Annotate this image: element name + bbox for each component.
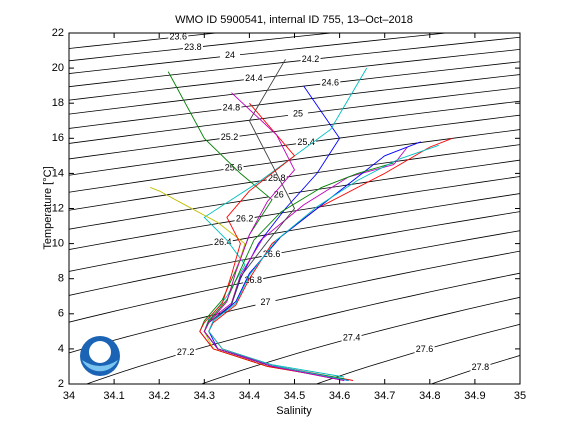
contour-label: 23.8 [184,42,202,52]
y-tick-label: 6 [58,308,64,320]
contour-label: 24.4 [245,73,263,83]
contour-label: 26.2 [236,213,254,223]
contour-label: 26 [274,190,284,200]
contour-label: 27.6 [416,344,434,354]
contour-label: 24.8 [223,103,241,113]
contour-label: 27.4 [343,333,361,343]
contour-label: 25.6 [225,163,243,173]
contour-label: 27.2 [177,347,195,357]
x-tick-label: 34.5 [284,390,305,402]
x-tick-label: 34.8 [419,390,440,402]
chart-title: WMO ID 5900541, internal ID 755, 13–Oct–… [175,14,413,26]
y-tick-label: 20 [52,62,64,74]
x-tick-label: 34.9 [464,390,485,402]
contour-label: 24 [225,50,235,60]
contour-label: 25.4 [297,137,315,147]
x-tick-label: 34 [63,390,75,402]
x-tick-label: 34.4 [239,390,260,402]
y-tick-label: 16 [52,132,64,144]
x-tick-label: 34.2 [148,390,169,402]
contour-label: 27.8 [472,362,490,372]
contour-label: 27 [261,297,271,307]
logo-center [89,341,111,363]
y-tick-label: 10 [52,238,64,250]
y-tick-label: 14 [52,167,64,179]
contour-label: 25 [293,109,303,119]
x-tick-label: 34.1 [103,390,124,402]
y-tick-label: 8 [58,273,64,285]
y-tick-label: 12 [52,202,64,214]
contour-label: 26.4 [214,237,232,247]
x-tick-label: 35 [514,390,526,402]
y-tick-label: 22 [52,27,64,39]
x-tick-label: 34.6 [329,390,350,402]
y-tick-label: 18 [52,97,64,109]
x-tick-label: 34.7 [374,390,395,402]
contour-label: 25.2 [221,132,239,142]
x-tick-label: 34.3 [194,390,215,402]
logo [80,336,120,376]
x-axis-label: Salinity [276,405,312,417]
contour-label: 24.2 [302,54,320,64]
contour-label: 24.6 [322,77,340,87]
y-tick-label: 4 [58,343,64,355]
y-tick-label: 2 [58,378,64,390]
